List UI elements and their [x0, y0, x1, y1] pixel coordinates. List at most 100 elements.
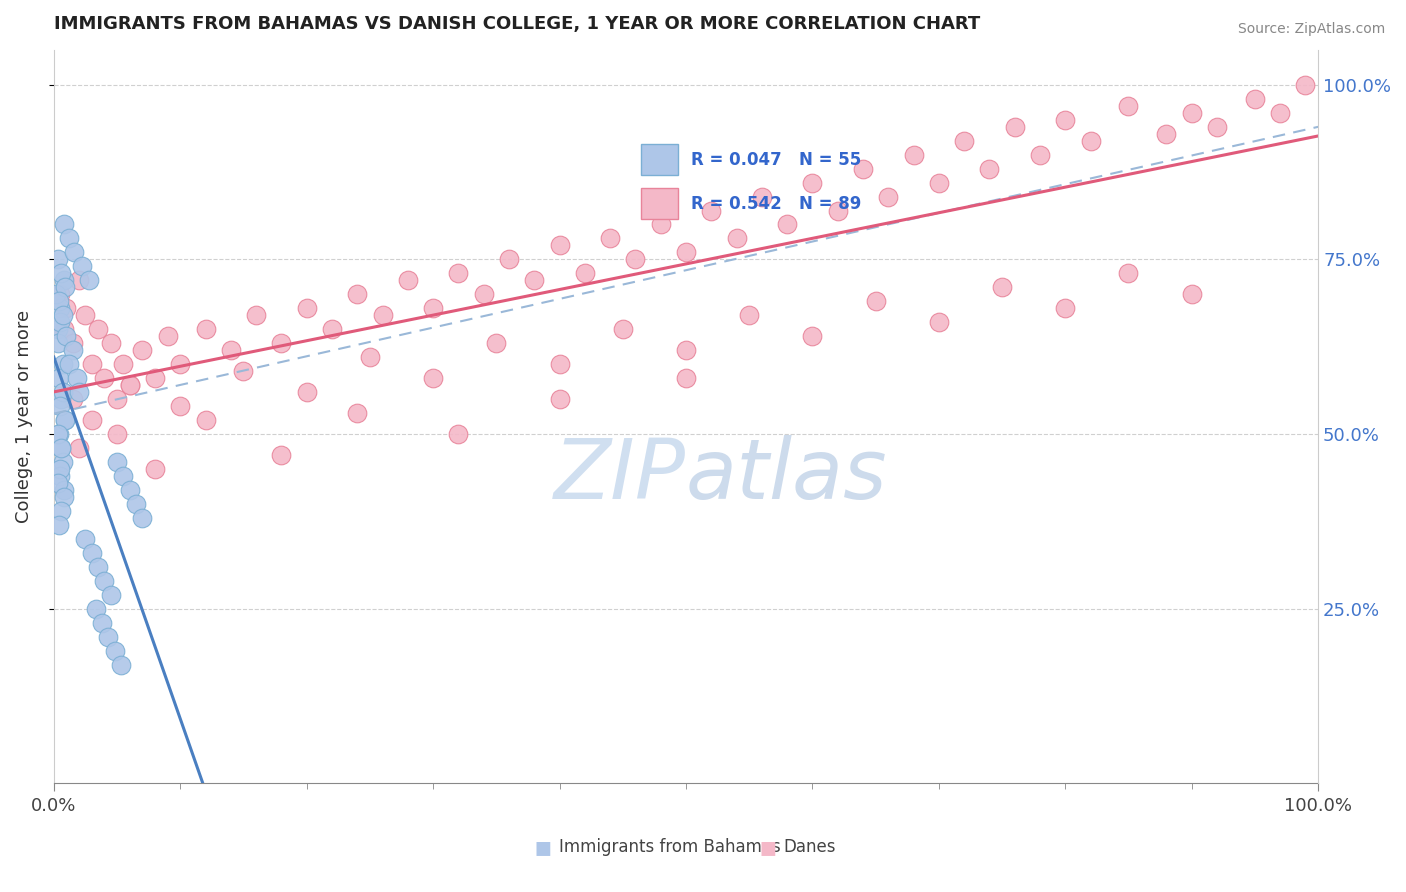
Point [700, 203, 723, 218]
Point [245, 308, 267, 322]
Point [63, 245, 86, 260]
Point [548, 392, 571, 406]
Point [52, 273, 75, 287]
Point [90, 615, 112, 630]
Point [80, 357, 103, 371]
Point [52, 218, 75, 232]
Point [51, 392, 73, 406]
Point [1054, 112, 1077, 127]
Point [58, 231, 80, 245]
Text: R = 0.047   N = 55: R = 0.047 N = 55 [690, 151, 862, 169]
Point [93, 574, 115, 588]
Point [194, 413, 217, 427]
Point [447, 266, 470, 280]
Point [62, 392, 84, 406]
Point [219, 343, 242, 358]
Point [80, 546, 103, 560]
Point [53, 413, 76, 427]
Point [953, 134, 976, 148]
Point [232, 364, 254, 378]
Point [105, 455, 128, 469]
Point [801, 176, 824, 190]
Point [156, 329, 179, 343]
Point [624, 252, 647, 267]
Point [1054, 301, 1077, 316]
Point [738, 308, 761, 322]
Point [485, 336, 508, 351]
Point [65, 371, 87, 385]
Point [51, 504, 73, 518]
Point [48, 427, 70, 442]
Point [852, 161, 875, 176]
Point [422, 371, 444, 385]
Point [725, 231, 748, 245]
Point [93, 371, 115, 385]
Point [877, 189, 900, 203]
Point [48, 371, 70, 385]
Y-axis label: College, 1 year or more: College, 1 year or more [15, 310, 32, 524]
Point [105, 427, 128, 442]
Point [100, 336, 122, 351]
Bar [641, 145, 678, 175]
Point [1029, 147, 1052, 161]
Point [270, 448, 292, 462]
Point [52, 490, 75, 504]
Point [103, 643, 125, 657]
Point [51, 441, 73, 455]
Point [53, 280, 76, 294]
Point [574, 266, 596, 280]
Point [52, 385, 75, 400]
Point [827, 203, 849, 218]
Point [75, 532, 97, 546]
Point [55, 329, 77, 343]
Point [523, 273, 546, 287]
Point [447, 427, 470, 442]
Point [675, 371, 697, 385]
Point [1181, 287, 1204, 301]
Point [46, 252, 69, 267]
Text: ZIP: ZIP [554, 434, 686, 516]
Point [1206, 120, 1229, 134]
Point [612, 322, 634, 336]
Point [46, 475, 69, 490]
Point [498, 252, 520, 267]
Point [548, 238, 571, 252]
Point [125, 497, 148, 511]
Point [143, 462, 166, 476]
Point [928, 176, 950, 190]
Point [48, 294, 70, 309]
Point [52, 322, 75, 336]
Text: Source: ZipAtlas.com: Source: ZipAtlas.com [1237, 22, 1385, 37]
Point [599, 231, 621, 245]
Point [52, 455, 75, 469]
Point [1080, 134, 1102, 148]
Point [58, 357, 80, 371]
Point [51, 266, 73, 280]
Point [75, 308, 97, 322]
Point [55, 301, 77, 316]
Point [49, 287, 72, 301]
Point [169, 357, 191, 371]
Point [87, 322, 110, 336]
Point [1295, 78, 1317, 92]
Point [100, 588, 122, 602]
Point [979, 161, 1001, 176]
Point [105, 392, 128, 406]
Point [270, 336, 292, 351]
Point [359, 350, 381, 364]
Text: ▪: ▪ [533, 833, 551, 862]
Point [46, 427, 69, 442]
Point [112, 469, 135, 483]
Point [62, 343, 84, 358]
Bar [641, 188, 678, 219]
Point [49, 462, 72, 476]
Point [650, 218, 672, 232]
Point [49, 399, 72, 413]
Point [194, 322, 217, 336]
Point [801, 329, 824, 343]
Point [903, 147, 925, 161]
Point [112, 357, 135, 371]
Point [51, 441, 73, 455]
Point [396, 273, 419, 287]
Point [548, 357, 571, 371]
